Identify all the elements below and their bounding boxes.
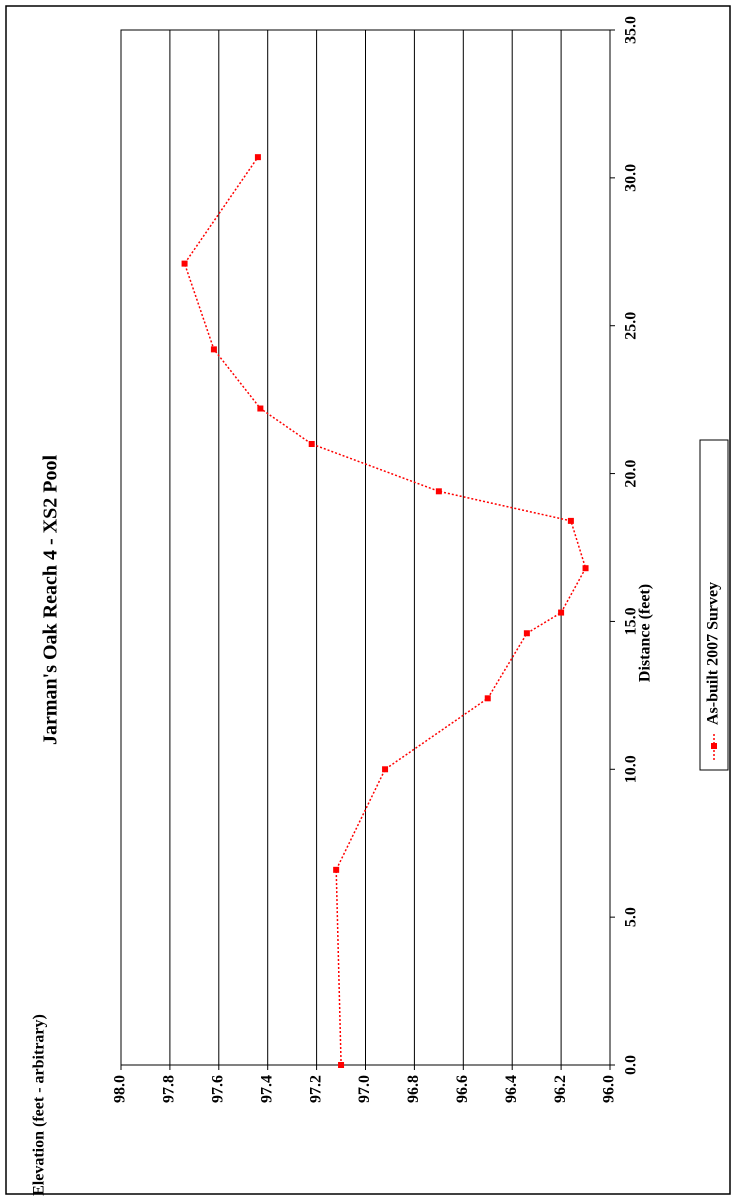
x-axis-label: Distance (feet) <box>637 584 654 682</box>
data-point <box>568 518 574 524</box>
data-point <box>182 261 188 267</box>
y-axis-label: Elevation (feet - arbitrary) <box>31 1014 48 1196</box>
data-point <box>583 565 589 571</box>
chart-title: Jarman's Oak Reach 4 - XS2 Pool <box>40 455 62 745</box>
y-tick-label: 97.0 <box>356 1075 373 1103</box>
data-point <box>524 630 530 636</box>
y-tick-label: 97.4 <box>258 1075 275 1103</box>
x-tick-label: 35.0 <box>623 16 640 44</box>
data-point <box>558 610 564 616</box>
legend-marker <box>711 743 717 749</box>
x-tick-label: 20.0 <box>623 460 640 488</box>
plot-area: 96.0 96.2 96.4 96.6 96.8 97.0 97.2 97.4 97.6 97.8… <box>112 16 640 1103</box>
data-point <box>436 488 442 494</box>
data-point <box>211 346 217 352</box>
x-tick-label: 0.0 <box>623 1055 640 1075</box>
legend: As-built 2007 Survey <box>700 440 728 770</box>
data-point <box>255 154 261 160</box>
data-point <box>485 695 491 701</box>
y-tick-label: 96.6 <box>454 1075 471 1103</box>
x-tick-label: 25.0 <box>623 312 640 340</box>
y-tick-label: 96.4 <box>503 1075 520 1103</box>
y-tick-label: 97.2 <box>307 1075 324 1103</box>
data-point <box>338 1062 344 1068</box>
x-tick-label: 10.0 <box>623 755 640 783</box>
data-point <box>333 867 339 873</box>
x-tick-label: 30.0 <box>623 164 640 192</box>
data-point <box>309 441 315 447</box>
x-tick-label: 5.0 <box>623 907 640 927</box>
y-tick-label: 96.2 <box>552 1075 569 1103</box>
y-tick-label: 96.8 <box>405 1075 422 1103</box>
y-tick-label: 96.0 <box>601 1075 618 1103</box>
y-tick-label: 98.0 <box>112 1075 129 1103</box>
legend-label: As-built 2007 Survey <box>705 582 722 725</box>
data-point <box>257 406 263 412</box>
data-point <box>382 766 388 772</box>
y-tick-label: 97.6 <box>209 1075 226 1103</box>
y-tick-label: 97.8 <box>161 1075 178 1103</box>
